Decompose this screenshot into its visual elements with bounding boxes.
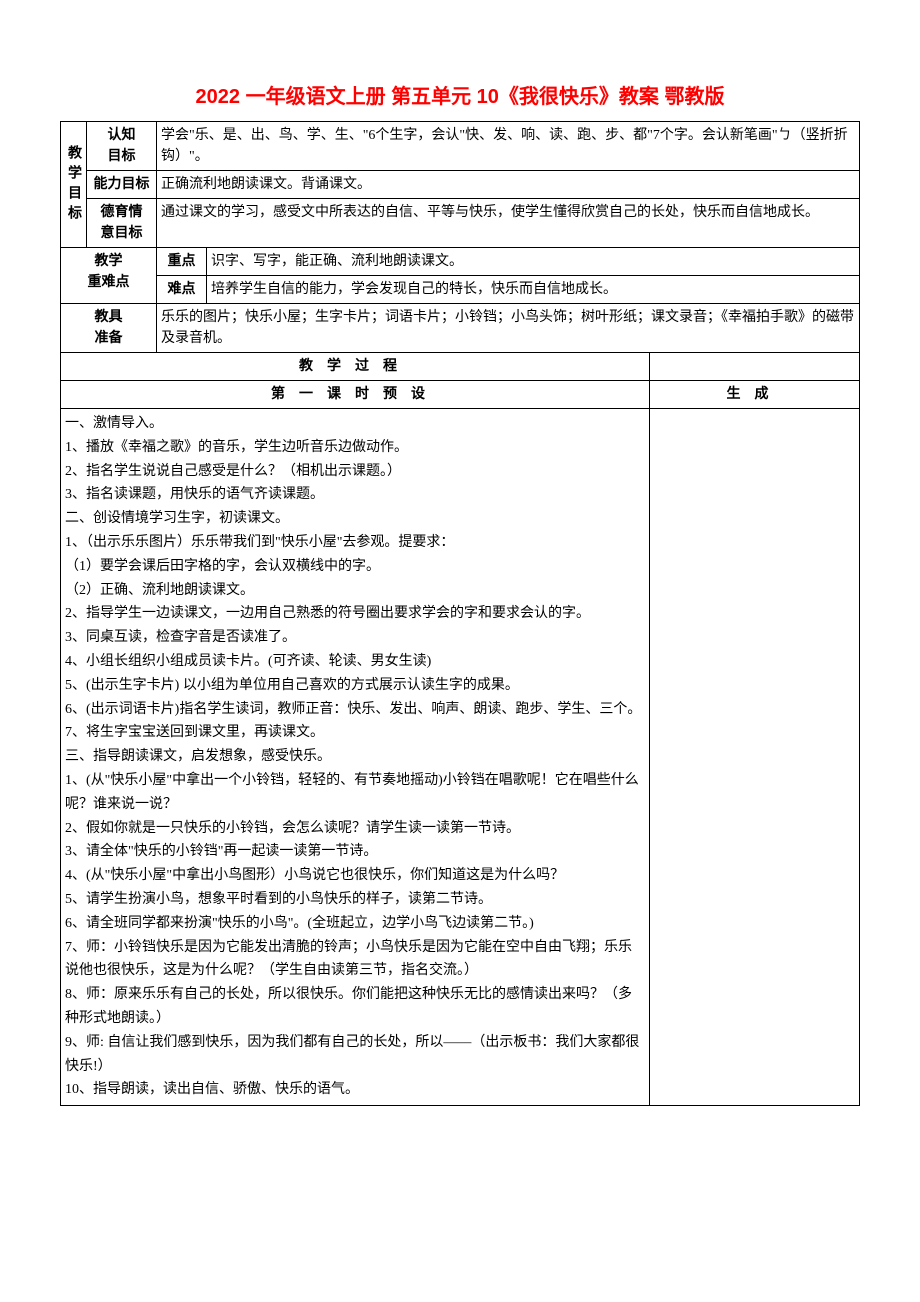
process-header: 教学过程	[61, 353, 650, 381]
generate-column	[650, 409, 860, 1106]
generate-header: 生成	[650, 381, 860, 409]
key-text: 识字、写字，能正确、流利地朗读课文。	[207, 248, 860, 276]
ability-label: 能力目标	[87, 171, 157, 199]
diff-text: 培养学生自信的能力，学会发现自己的特长，快乐而自信地成长。	[207, 276, 860, 304]
cognitive-label: 认知 目标	[87, 122, 157, 171]
prep-label: 教具 准备	[61, 304, 157, 353]
moral-text: 通过课文的学习，感受文中所表达的自信、平等与快乐，使学生懂得欣赏自己的长处，快乐…	[157, 199, 860, 248]
moral-label: 德育情 意目标	[87, 199, 157, 248]
prep-text: 乐乐的图片；快乐小屋；生字卡片；词语卡片；小铃铛；小鸟头饰；树叶形纸；课文录音；…	[157, 304, 860, 353]
ability-text: 正确流利地朗读课文。背诵课文。	[157, 171, 860, 199]
objectives-label: 教学目标	[61, 122, 87, 248]
page-title: 2022 一年级语文上册 第五单元 10《我很快乐》教案 鄂教版	[60, 80, 860, 109]
diff-label: 难点	[157, 276, 207, 304]
cognitive-text: 学会"乐、是、出、鸟、学、生、"6个生字，会认"快、发、响、读、跑、步、都"7个…	[157, 122, 860, 171]
lesson-body: 一、激情导入。 1、播放《幸福之歌》的音乐，学生边听音乐边做动作。 2、指名学生…	[61, 409, 650, 1106]
preset-header: 第一课时预设	[61, 381, 650, 409]
keypoints-label: 教学 重难点	[61, 248, 157, 304]
lesson-plan-table: 教学目标 认知 目标 学会"乐、是、出、鸟、学、生、"6个生字，会认"快、发、响…	[60, 121, 860, 1106]
key-label: 重点	[157, 248, 207, 276]
